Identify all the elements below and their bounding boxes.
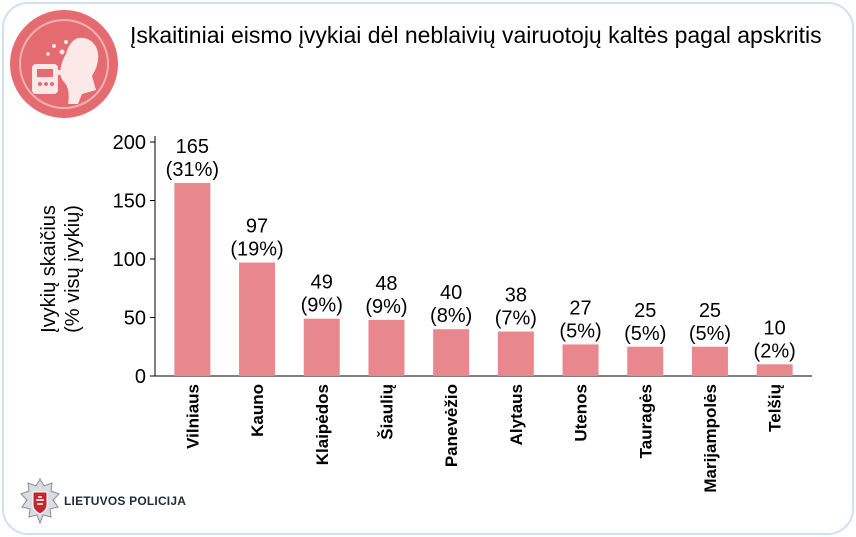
bar (562, 344, 599, 376)
breathalyzer-icon (10, 10, 118, 118)
x-tick-label: Šiaulių (377, 384, 396, 440)
data-label-value: 38 (505, 285, 527, 307)
data-label-value: 48 (375, 273, 397, 295)
bar (368, 319, 405, 376)
data-label-percent: (31%) (166, 159, 219, 181)
y-tick-label: 150 (113, 191, 146, 213)
data-label-percent: (9%) (365, 296, 407, 318)
bar (174, 182, 211, 376)
y-tick-label: 0 (135, 366, 146, 388)
x-tick-label: Alytaus (507, 384, 526, 445)
bar (433, 329, 470, 376)
bar (627, 346, 664, 376)
x-tick-label: Marijampolės (701, 384, 720, 493)
y-axis-title-line: (% visų įvykių) (62, 205, 84, 333)
x-tick-label: Kauno (248, 384, 267, 437)
data-label-percent: (8%) (430, 305, 472, 327)
data-label-value: 25 (699, 300, 721, 322)
bar (497, 331, 534, 376)
bar (239, 262, 276, 376)
bar (691, 346, 728, 376)
x-tick-label: Klaipėdos (313, 384, 332, 465)
x-tick-label: Vilniaus (183, 384, 202, 449)
data-label-value: 10 (764, 317, 786, 339)
data-label-percent: (19%) (230, 239, 283, 261)
police-logo-text: LIETUVOS POLICIJA (64, 494, 187, 508)
chart-title: Įskaitiniai eismo įvykiai dėl neblaivių … (130, 22, 822, 48)
y-axis-title: Įvykių skaičius (% visų įvykių) (38, 205, 84, 333)
x-tick-label: Utenos (572, 384, 591, 442)
data-label-percent: (5%) (559, 320, 601, 342)
police-star-badge-icon (20, 478, 60, 524)
data-label-value: 97 (246, 216, 268, 238)
bar (303, 318, 340, 376)
y-tick-label: 100 (113, 249, 146, 271)
y-tick-label: 50 (124, 308, 146, 330)
x-tick-label: Telšių (766, 384, 785, 432)
data-label-percent: (7%) (495, 308, 537, 330)
data-label-value: 40 (440, 282, 462, 304)
x-tick-label: Tauragės (636, 384, 655, 458)
y-axis-title-line: Įvykių skaičius (38, 205, 60, 333)
data-label-value: 25 (634, 300, 656, 322)
data-label-value: 49 (311, 272, 333, 294)
data-label-percent: (9%) (301, 295, 343, 317)
data-label-value: 165 (176, 136, 209, 158)
data-label-value: 27 (569, 297, 591, 319)
data-label-percent: (5%) (689, 323, 731, 345)
y-tick-label: 200 (113, 132, 146, 154)
x-tick-label: Panevėžio (442, 384, 461, 467)
data-label-percent: (2%) (754, 340, 796, 362)
data-label-percent: (5%) (624, 323, 666, 345)
bar (756, 364, 793, 376)
